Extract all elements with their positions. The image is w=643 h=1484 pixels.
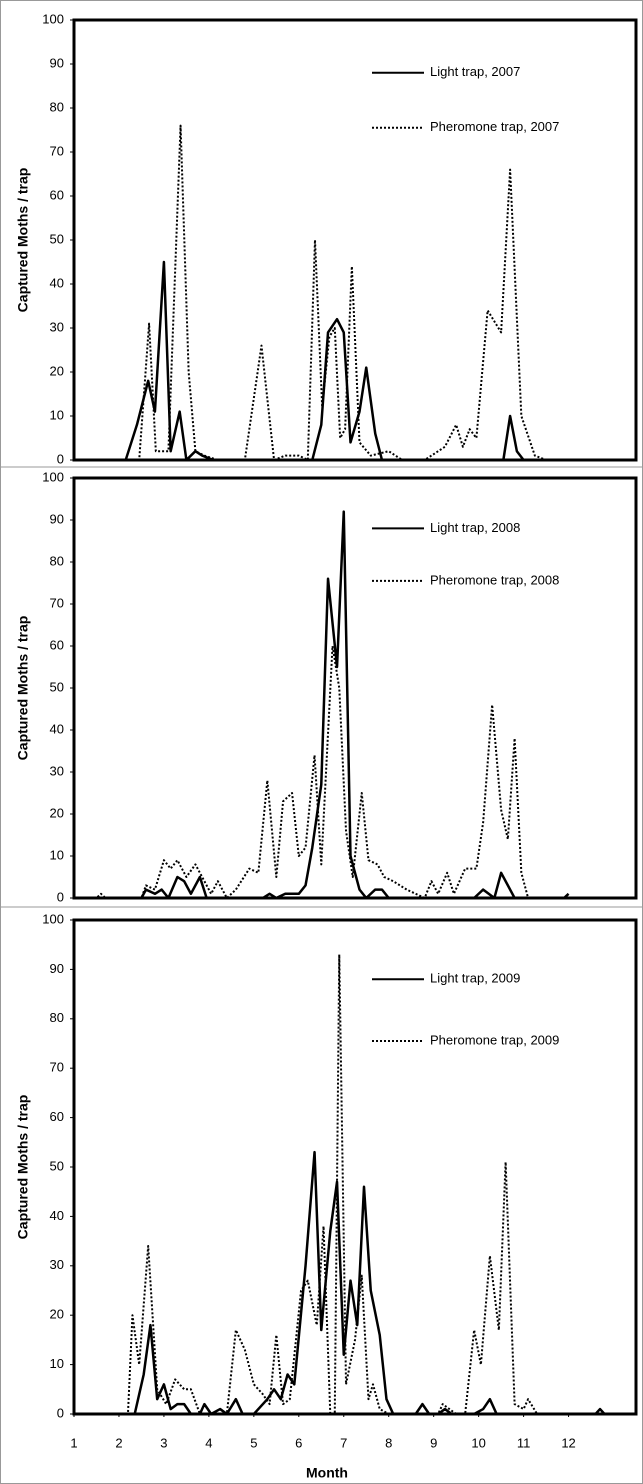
y-tick-label: 0 <box>57 1405 64 1420</box>
x-tick-label: 6 <box>295 1435 302 1450</box>
y-tick-label: 10 <box>50 1356 64 1371</box>
y-tick-label: 100 <box>42 911 64 926</box>
plot-frame <box>72 476 638 900</box>
y-tick-label: 40 <box>50 275 64 290</box>
plot-frame <box>72 918 638 1416</box>
y-tick-label: 60 <box>50 1109 64 1124</box>
x-tick-label: 2 <box>115 1435 122 1450</box>
y-axis-title: Captured Moths / trap <box>15 616 31 761</box>
y-tick-label: 60 <box>50 187 64 202</box>
y-tick-label: 70 <box>50 143 64 158</box>
x-tick-label: 8 <box>385 1435 392 1450</box>
y-tick-label: 10 <box>50 847 64 862</box>
y-tick-label: 0 <box>57 889 64 904</box>
x-tick-label: 4 <box>205 1435 212 1450</box>
y-tick-label: 70 <box>50 1060 64 1075</box>
y-tick-label: 40 <box>50 721 64 736</box>
y-tick-label: 30 <box>50 1257 64 1272</box>
y-tick-label: 20 <box>50 805 64 820</box>
legend-label: Pheromone trap, 2009 <box>430 1032 559 1047</box>
y-tick-label: 100 <box>42 469 64 484</box>
x-tick-label: 7 <box>340 1435 347 1450</box>
series-line <box>74 260 569 462</box>
y-tick-label: 50 <box>50 679 64 694</box>
y-tick-label: 0 <box>57 451 64 466</box>
y-tick-label: 90 <box>50 511 64 526</box>
x-tick-label: 12 <box>561 1435 575 1450</box>
y-tick-label: 100 <box>42 11 64 26</box>
x-tick-label: 5 <box>250 1435 257 1450</box>
y-tick-label: 80 <box>50 99 64 114</box>
y-tick-label: 30 <box>50 319 64 334</box>
y-tick-label: 50 <box>50 231 64 246</box>
plot-frame <box>72 18 638 462</box>
y-tick-label: 20 <box>50 1307 64 1322</box>
y-axis-title: Captured Moths / trap <box>15 168 31 313</box>
y-tick-label: 80 <box>50 1010 64 1025</box>
legend-label: Light trap, 2008 <box>430 520 520 535</box>
series-line <box>74 510 570 900</box>
legend-label: Light trap, 2007 <box>430 64 520 79</box>
y-tick-label: 40 <box>50 1208 64 1223</box>
y-tick-label: 20 <box>50 363 64 378</box>
y-tick-label: 80 <box>50 553 64 568</box>
y-tick-label: 10 <box>50 407 64 422</box>
series-line <box>74 1150 606 1416</box>
series-line <box>74 124 569 461</box>
y-tick-label: 60 <box>50 637 64 652</box>
x-tick-label: 9 <box>430 1435 437 1450</box>
y-tick-label: 30 <box>50 763 64 778</box>
x-tick-label: 3 <box>160 1435 167 1450</box>
series-line <box>74 645 569 899</box>
y-tick-label: 90 <box>50 55 64 70</box>
x-tick-label: 11 <box>517 1435 531 1450</box>
y-tick-label: 50 <box>50 1158 64 1173</box>
y-tick-label: 90 <box>50 961 64 976</box>
x-axis-title: Month <box>306 1465 348 1481</box>
y-tick-label: 70 <box>50 595 64 610</box>
legend-label: Light trap, 2009 <box>430 971 520 986</box>
x-tick-label: 10 <box>471 1435 485 1450</box>
legend-label: Pheromone trap, 2007 <box>430 119 559 134</box>
y-axis-title: Captured Moths / trap <box>15 1095 31 1240</box>
x-tick-label: 1 <box>70 1435 77 1450</box>
legend-label: Pheromone trap, 2008 <box>430 572 559 587</box>
